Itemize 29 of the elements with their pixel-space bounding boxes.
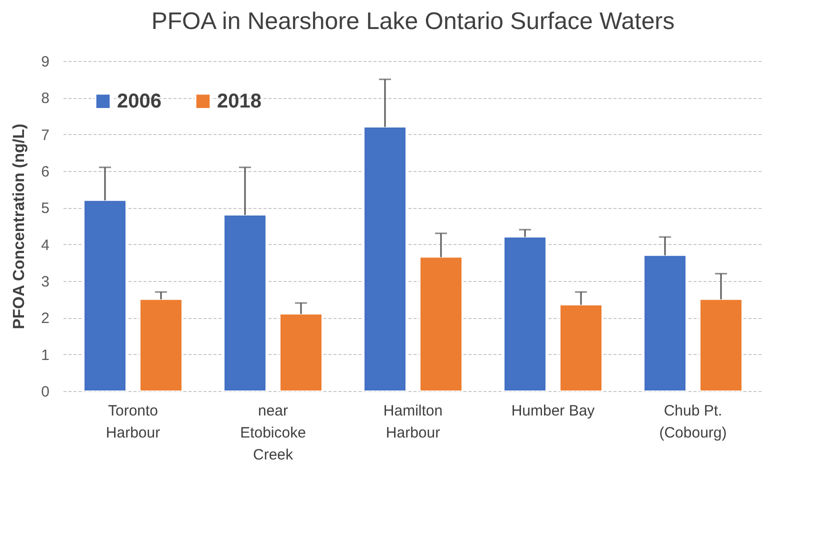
bar	[420, 256, 462, 392]
x-tick-label: near Etobicoke Creek	[240, 402, 306, 464]
x-tick-label: Humber Bay	[511, 402, 596, 420]
bar	[700, 298, 742, 392]
y-tick-label: 1	[41, 346, 50, 364]
bar	[140, 298, 182, 392]
y-tick-label: 9	[41, 54, 50, 70]
y-tick-label: 8	[41, 90, 50, 108]
y-tick-label: 3	[41, 274, 50, 290]
y-tick-label: 4	[41, 236, 50, 254]
bar	[84, 200, 126, 392]
bar	[644, 254, 686, 392]
x-tick-label: Chub Pt. (Cobourg)	[659, 402, 727, 442]
y-tick-label: 2	[41, 310, 50, 328]
x-tick-label: Toronto Harbour	[106, 402, 160, 442]
legend-label: 2006	[117, 90, 162, 112]
y-axis-title: PFOA Concentration (ng/L)	[11, 124, 28, 330]
y-tick-label: 0	[41, 384, 50, 400]
legend-label: 2018	[217, 90, 262, 112]
bar	[224, 214, 266, 392]
bar	[364, 126, 406, 392]
y-tick-label: 7	[41, 126, 50, 144]
bar	[280, 314, 322, 392]
bar	[504, 236, 546, 392]
y-tick-label: 5	[41, 200, 50, 218]
bar	[560, 304, 602, 392]
x-tick-label: Hamilton Harbour	[383, 402, 443, 442]
chart-title: PFOA in Nearshore Lake Ontario Surface Waters	[151, 8, 675, 35]
y-tick-label: 6	[41, 164, 50, 180]
